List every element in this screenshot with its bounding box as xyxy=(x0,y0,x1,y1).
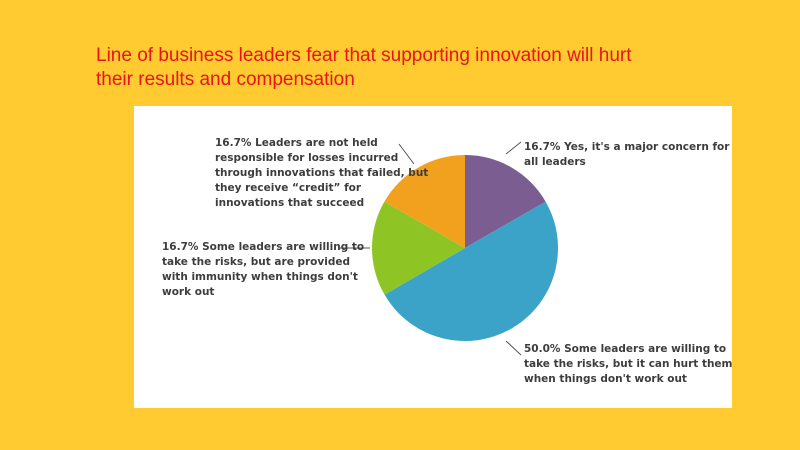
chart-title-line-2: their results and compensation xyxy=(96,69,355,90)
slice-label-1-line-1: 16.7% Yes, it's a major concern for xyxy=(524,141,730,153)
pie-slice-4 xyxy=(384,155,465,248)
slice-label-2-line-1: 50.0% Some leaders are willing to xyxy=(524,343,726,355)
slice-label-4-line-1: 16.7% Leaders are not held xyxy=(215,137,378,149)
chart-card: 16.7% Yes, it's a major concern for all l… xyxy=(134,106,732,408)
slice-label-2-line-2: take the risks, but it can hurt them xyxy=(524,358,732,370)
slice-label-1-line-2: all leaders xyxy=(524,156,586,168)
chart-title: Line of business leaders fear that suppo… xyxy=(96,44,716,92)
leader-line-2 xyxy=(505,340,522,356)
leader-line-1 xyxy=(505,141,522,155)
chart-title-line-1: Line of business leaders fear that suppo… xyxy=(96,45,632,66)
slice-label-1: 16.7% Yes, it's a major concern for all l… xyxy=(524,141,730,168)
pie-chart: 16.7% Yes, it's a major concern for all l… xyxy=(162,137,732,385)
slice-label-4-line-3: through innovations that failed, but xyxy=(215,167,428,179)
slice-label-2: 50.0% Some leaders are willing to take th… xyxy=(524,343,732,385)
slice-label-4: 16.7% Leaders are not held responsible fo… xyxy=(215,137,428,209)
slice-label-3-line-1: 16.7% Some leaders are willing to xyxy=(162,241,364,253)
slice-label-3-line-4: work out xyxy=(162,286,214,298)
slice-label-3-line-2: take the risks, but are provided xyxy=(162,256,350,268)
pie-slice-2 xyxy=(384,201,559,342)
slice-label-4-line-2: responsible for losses incurred xyxy=(215,152,398,164)
slice-label-4-line-5: innovations that succeed xyxy=(215,197,364,209)
slice-label-3-line-3: with immunity when things don't xyxy=(162,271,358,283)
pie-slice-3 xyxy=(372,201,465,295)
pie-slice-1 xyxy=(465,155,546,248)
slice-label-3: 16.7% Some leaders are willing to take th… xyxy=(162,241,364,298)
slice-label-4-line-4: they receive “credit” for xyxy=(215,182,362,194)
leader-line-4 xyxy=(398,143,415,165)
slice-label-2-line-3: when things don't work out xyxy=(524,373,687,385)
